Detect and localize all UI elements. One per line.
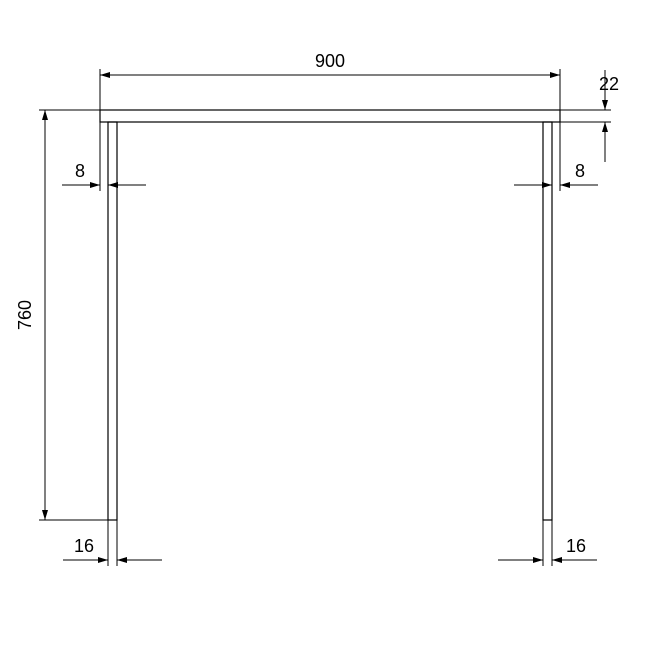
dimension-lines	[39, 69, 611, 566]
technical-drawing: 900 760 22 8 8 16 16	[0, 0, 650, 650]
dim-width-label: 900	[315, 51, 345, 71]
dim-thickness-label: 22	[599, 74, 619, 94]
dim-leg-width-left-label: 16	[74, 536, 94, 556]
dim-leg-offset-right-label: 8	[575, 161, 585, 181]
dim-height-label: 760	[15, 300, 35, 330]
dimension-labels: 900 760 22 8 8 16 16	[15, 51, 619, 556]
object-outline	[100, 110, 560, 520]
dim-leg-offset-left-label: 8	[75, 161, 85, 181]
dim-leg-width-right-label: 16	[566, 536, 586, 556]
